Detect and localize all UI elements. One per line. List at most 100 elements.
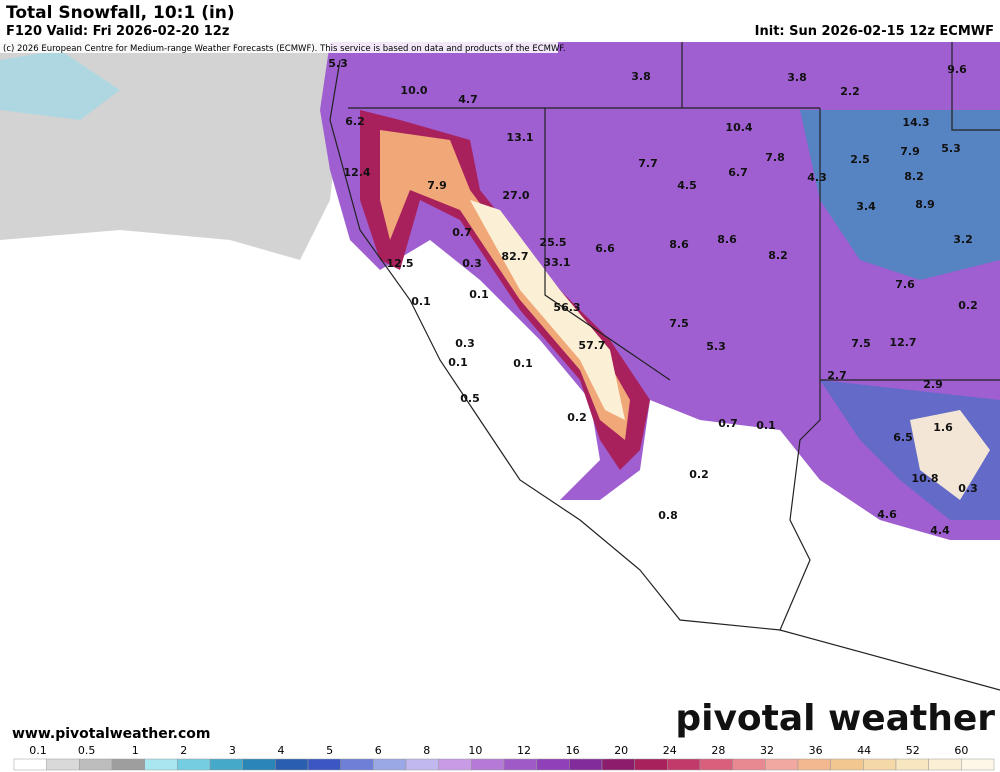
legend-swatch	[13, 758, 47, 771]
legend-swatch	[307, 758, 341, 771]
map-label: 0.3	[958, 482, 978, 495]
legend-label: 32	[760, 744, 774, 757]
map-label: 12.5	[386, 257, 413, 270]
legend-swatch	[405, 758, 439, 771]
legend-swatch	[438, 758, 472, 771]
legend-swatch	[46, 758, 80, 771]
snow-region	[910, 410, 990, 500]
legend-swatch	[797, 758, 831, 771]
legend-swatch	[634, 758, 668, 771]
legend-swatch	[536, 758, 570, 771]
map-label: 0.5	[460, 392, 480, 405]
legend-label: 6	[375, 744, 382, 757]
credit: (c) 2026 European Centre for Medium-rang…	[3, 44, 566, 54]
legend-label: 52	[906, 744, 920, 757]
map-label: 7.9	[900, 145, 920, 158]
legend-swatch	[699, 758, 733, 771]
legend-label: 44	[857, 744, 871, 757]
legend-label: 8	[423, 744, 430, 757]
legend-swatch	[732, 758, 766, 771]
website: www.pivotalweather.com	[12, 726, 211, 742]
legend-label: 1	[132, 744, 139, 757]
map-label: 0.2	[567, 411, 587, 424]
legend-swatch	[275, 758, 309, 771]
title: Total Snowfall, 10:1 (in)	[6, 3, 235, 23]
map-label: 57.7	[578, 339, 605, 352]
map-label: 8.2	[904, 170, 924, 183]
init-time: Init: Sun 2026-02-15 12z ECMWF	[755, 24, 994, 39]
map-label: 5.3	[941, 142, 961, 155]
map-label: 56.3	[553, 301, 580, 314]
legend-swatch	[503, 758, 537, 771]
legend-label: 2	[180, 744, 187, 757]
map-label: 4.6	[877, 508, 897, 521]
map-label: 7.6	[895, 278, 915, 291]
map-label: 7.8	[765, 151, 785, 164]
map-label: 0.1	[411, 295, 431, 308]
map-label: 1.6	[933, 421, 953, 434]
map-label: 0.2	[958, 299, 978, 312]
map-label: 82.7	[501, 250, 528, 263]
map-label: 7.5	[669, 317, 689, 330]
legend-label: 0.1	[29, 744, 47, 757]
map-label: 0.7	[452, 226, 472, 239]
map-label: 10.0	[400, 84, 427, 97]
map-label: 7.7	[638, 157, 658, 170]
map-label: 2.5	[850, 153, 870, 166]
snow-region	[470, 200, 625, 420]
legend-swatch	[895, 758, 929, 771]
legend-swatch	[177, 758, 211, 771]
legend-swatch	[209, 758, 243, 771]
map-label: 2.2	[840, 85, 860, 98]
map-label: 0.1	[756, 419, 776, 432]
legend-label: 5	[326, 744, 333, 757]
map-label: 0.1	[513, 357, 533, 370]
legend-label: 28	[711, 744, 725, 757]
map-label: 0.1	[448, 356, 468, 369]
map-label: 8.2	[768, 249, 788, 262]
map-label: 7.5	[851, 337, 871, 350]
map-label: 0.3	[462, 257, 482, 270]
snow-region	[360, 110, 650, 470]
legend-label: 10	[468, 744, 482, 757]
legend-swatch	[667, 758, 701, 771]
map-label: 33.1	[543, 256, 570, 269]
map-label: 25.5	[539, 236, 566, 249]
map-label: 10.8	[911, 472, 938, 485]
map-label: 4.5	[677, 179, 697, 192]
map-label: 4.3	[807, 171, 827, 184]
legend-swatch	[961, 758, 995, 771]
legend-swatch	[79, 758, 113, 771]
map-label: 12.4	[343, 166, 370, 179]
valid-time: F120 Valid: Fri 2026-02-20 12z	[6, 24, 229, 39]
map-label: 9.6	[947, 63, 967, 76]
legend-swatch	[242, 758, 276, 771]
map-label: 7.9	[427, 179, 447, 192]
legend-swatch	[111, 758, 145, 771]
legend-label: 12	[517, 744, 531, 757]
map-label: 13.1	[506, 131, 533, 144]
brand: pivotal weather	[675, 698, 995, 739]
map-label: 10.4	[725, 121, 752, 134]
map-label: 6.5	[893, 431, 913, 444]
legend-swatch	[928, 758, 962, 771]
map-label: 6.6	[595, 242, 615, 255]
map-label: 3.8	[631, 70, 651, 83]
map-label: 14.3	[902, 116, 929, 129]
map-label: 27.0	[502, 189, 529, 202]
map-label: 3.4	[856, 200, 876, 213]
legend-swatch	[373, 758, 407, 771]
legend-swatch	[765, 758, 799, 771]
map-label: 8.6	[669, 238, 689, 251]
map-label: 5.3	[328, 57, 348, 70]
map-label: 8.6	[717, 233, 737, 246]
legend-swatch	[569, 758, 603, 771]
legend-label: 20	[614, 744, 628, 757]
map-label: 12.7	[889, 336, 916, 349]
legend-label: 0.5	[78, 744, 96, 757]
legend-swatch	[471, 758, 505, 771]
legend-label: 24	[663, 744, 677, 757]
map-label: 2.7	[827, 369, 847, 382]
legend-swatch	[340, 758, 374, 771]
